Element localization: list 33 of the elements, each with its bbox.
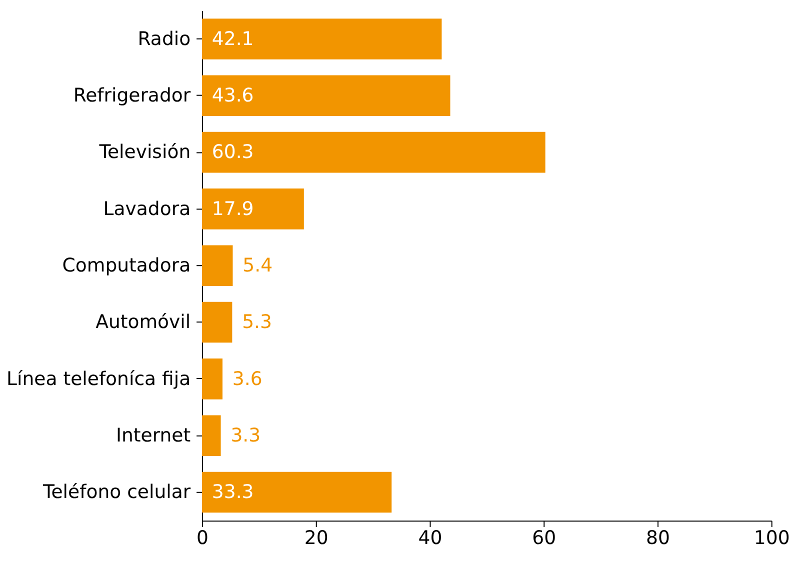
data-label: 3.6 [232,368,262,390]
y-tick-label: Automóvil [96,312,191,334]
bar [202,18,442,60]
y-tick-label: Línea telefoníca fija [6,368,191,390]
bar [202,132,546,173]
data-label: 60.3 [212,142,254,164]
y-tick-label: Teléfono celular [42,482,191,504]
bar [202,188,304,230]
x-tick-label: 20 [304,528,328,549]
x-tick-label: 80 [646,528,670,549]
y-tick-label: Televisión [98,142,191,164]
data-label: 33.3 [212,482,254,504]
data-label: 5.4 [242,256,273,277]
data-label: 42.1 [212,28,254,50]
bar [202,245,233,286]
bar [202,302,232,343]
x-tick-label: 100 [754,528,790,549]
bar [202,358,222,400]
y-tick-label: Radio [138,28,191,50]
y-tick-label: Refrigerador [73,86,191,107]
bar [202,415,221,456]
y-tick-label: Internet [116,426,191,447]
x-tick-label: 60 [532,528,556,549]
data-label: 17.9 [212,198,254,220]
y-tick-label: Computadora [62,256,191,277]
y-tick-label: Lavadora [103,198,191,220]
data-label: 43.6 [212,86,254,107]
x-tick-label: 0 [196,528,208,549]
x-tick-label: 40 [418,528,442,549]
bar [202,75,450,116]
data-label: 5.3 [242,312,272,334]
bar [202,472,392,513]
data-label: 3.3 [230,426,261,447]
